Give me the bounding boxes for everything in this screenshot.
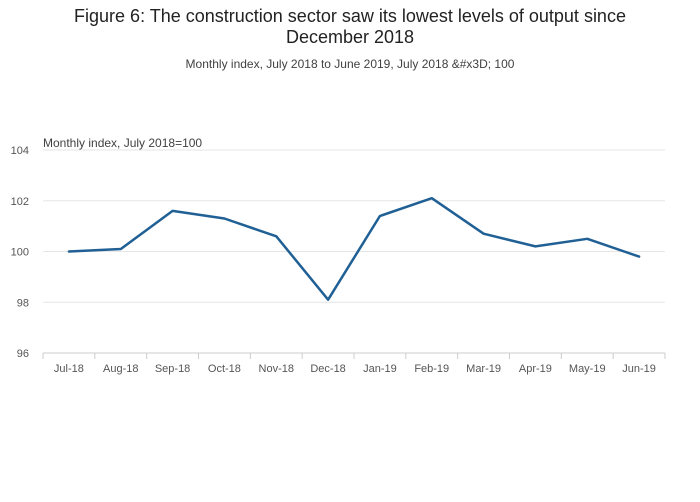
y-tick-label: 96 [17, 348, 29, 360]
series [67, 196, 641, 301]
x-tick-label: Jul-18 [54, 363, 84, 375]
chart-subtitle: Monthly index, July 2018 to June 2019, J… [185, 57, 515, 71]
y-tick-label: 102 [11, 196, 29, 208]
x-tick-labels: Jul-18 Aug-18 Sep-18 Oct-18 Nov-18 Dec-18 Jan-… [54, 363, 656, 375]
y-tick-labels: 96 98 100 102 104 [11, 145, 29, 360]
x-tick-label: Oct-18 [208, 363, 241, 375]
y-tick-label: 100 [11, 247, 29, 259]
x-tick-label: Apr-19 [519, 363, 552, 375]
x-tick-label: Jun-19 [622, 363, 656, 375]
x-tick-label: Jan-19 [363, 363, 397, 375]
x-tick-label: Sep-18 [155, 363, 190, 375]
y-tick-label: 98 [17, 297, 29, 309]
series-line [67, 196, 641, 301]
x-tick-label: Feb-19 [414, 363, 449, 375]
gridlines [43, 149, 665, 303]
y-axis-title: Monthly index, July 2018=100 [43, 136, 202, 150]
x-tick-label: May-19 [569, 363, 606, 375]
x-axis [42, 352, 666, 359]
x-tick-label: Aug-18 [103, 363, 138, 375]
x-tick-label: Dec-18 [310, 363, 345, 375]
x-tick-label: Nov-18 [259, 363, 294, 375]
x-tick-label: Mar-19 [466, 363, 501, 375]
chart-title: Figure 6: The construction sector saw it… [74, 6, 626, 47]
y-tick-label: 104 [11, 145, 29, 157]
